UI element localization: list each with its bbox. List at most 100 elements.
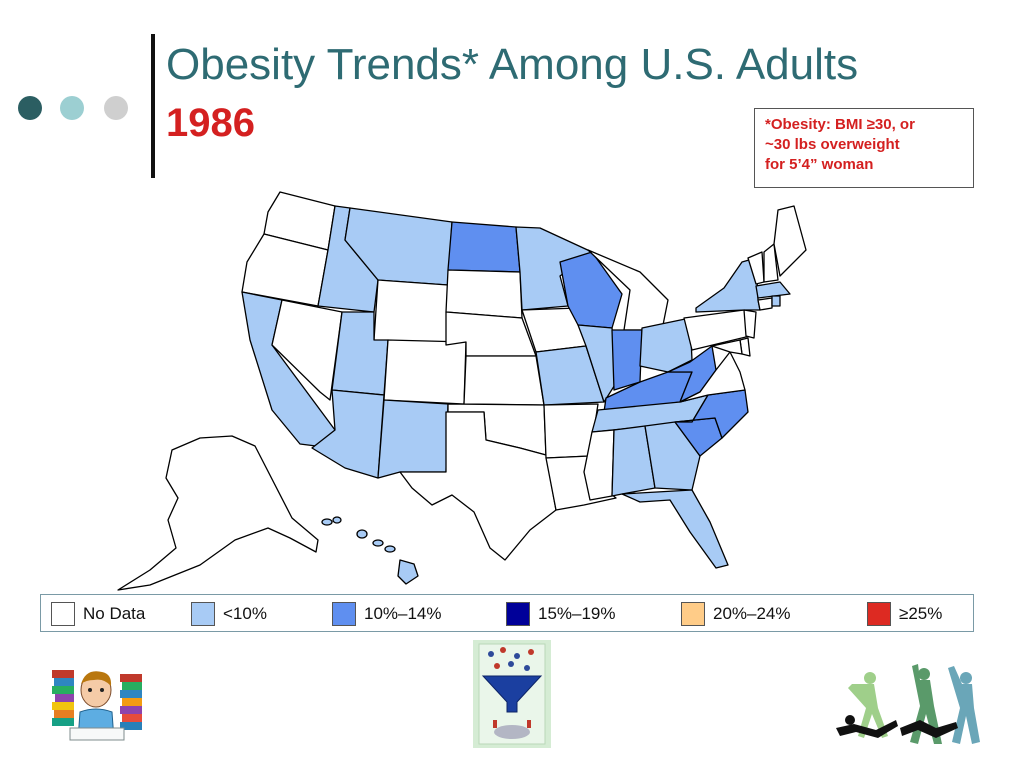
book-shape [122, 682, 142, 690]
state-MA [755, 281, 791, 299]
exercise-silhouettes-clipart [836, 664, 980, 744]
legend-label: No Data [83, 604, 146, 623]
note-line: ~30 lbs overweight [765, 136, 900, 153]
symbol-shape [508, 661, 514, 667]
state-IN [611, 329, 643, 391]
book-shape [120, 706, 142, 714]
book-shape [120, 674, 142, 682]
figure-head [918, 668, 930, 680]
page-year: 1986 [166, 101, 255, 145]
legend-swatch [51, 602, 75, 626]
state-ME [773, 205, 807, 277]
figure-head [845, 715, 855, 725]
obesity-definition-note: *Obesity: BMI ≥30, or ~30 lbs overweight… [754, 108, 974, 188]
figure-black [836, 715, 958, 738]
symbol-shape [500, 647, 506, 653]
hawaii-island [332, 516, 342, 524]
book-shape [52, 702, 74, 710]
figure-body [948, 666, 980, 744]
state-IL [577, 324, 619, 403]
student-eye [100, 688, 104, 692]
state-AL [611, 425, 656, 497]
pile-shape [494, 725, 530, 739]
state-CO [383, 339, 467, 405]
state-GA [644, 421, 701, 491]
dot-grey [104, 96, 128, 120]
figure-light-green [848, 672, 888, 738]
state-MD [711, 339, 743, 355]
legend-label: ≥25% [899, 604, 943, 623]
state-RI [771, 295, 781, 307]
legend-item-15-19: 15%–19% [506, 602, 616, 626]
legend-swatch [506, 602, 530, 626]
state-MS [583, 429, 615, 501]
symbol-shape [488, 651, 494, 657]
legend-swatch [191, 602, 215, 626]
book-shape [54, 678, 74, 686]
book-shape [55, 694, 74, 702]
legend-swatch [681, 602, 705, 626]
book-shape [52, 686, 74, 694]
hawaii-island [397, 559, 419, 585]
legend-item-lt10: <10% [191, 602, 267, 626]
symbol-shape [527, 720, 531, 728]
figure-head [864, 672, 876, 684]
funnel-clipart [473, 640, 551, 748]
title-divider [151, 34, 155, 178]
book-shape [52, 670, 74, 678]
hawaii-island [384, 545, 396, 553]
symbol-shape [494, 663, 500, 669]
map-legend: No Data <10% 10%–14% 15%–19% 20%–24% ≥25… [40, 594, 974, 632]
legend-item-no-data: No Data [51, 602, 146, 626]
hawaii-island [372, 539, 384, 547]
state-HI [321, 516, 419, 585]
state-NJ [743, 309, 757, 339]
legend-swatch [867, 602, 891, 626]
hawaii-island [356, 529, 368, 539]
symbol-shape [528, 649, 534, 655]
legend-item-10-14: 10%–14% [332, 602, 442, 626]
book-shape [120, 690, 142, 698]
state-WY [373, 279, 449, 346]
state-ND [447, 221, 521, 273]
legend-label: <10% [223, 604, 267, 623]
open-book [69, 727, 125, 741]
page-title: Obesity Trends* Among U.S. Adults [166, 40, 859, 89]
book-shape [54, 710, 74, 718]
hawaii-island [321, 518, 333, 526]
legend-label: 10%–14% [364, 604, 442, 623]
state-FL [621, 489, 729, 569]
state-KS [463, 355, 545, 406]
book-shape [122, 714, 142, 722]
legend-swatch [332, 602, 356, 626]
state-SD [445, 269, 523, 319]
note-line: *Obesity: BMI ≥30, or [765, 116, 915, 133]
student-hair [81, 671, 112, 686]
dot-dark [18, 96, 42, 120]
state-VA [679, 351, 746, 403]
symbol-shape [514, 653, 520, 659]
state-NH [763, 243, 779, 283]
us-obesity-map [117, 191, 807, 591]
book-shape [52, 718, 74, 726]
symbol-shape [524, 665, 530, 671]
symbol-shape [493, 720, 497, 728]
state-MN [515, 226, 593, 311]
legend-item-gte25: ≥25% [867, 602, 943, 626]
figure-head [960, 672, 972, 684]
figure-body [836, 720, 898, 738]
state-CT [757, 297, 773, 311]
funnel-shape [481, 675, 543, 713]
note-line: for 5’4” woman [765, 156, 874, 173]
state-NM [377, 399, 449, 479]
dot-light [60, 96, 84, 120]
figure-body [848, 684, 888, 738]
state-AK [117, 435, 319, 591]
figure-blue [948, 666, 980, 744]
student-reading-clipart [52, 670, 142, 741]
state-TX [399, 411, 557, 561]
state-NV [271, 299, 343, 401]
legend-item-20-24: 20%–24% [681, 602, 791, 626]
decorative-dots [18, 96, 130, 120]
book-shape [122, 698, 142, 706]
